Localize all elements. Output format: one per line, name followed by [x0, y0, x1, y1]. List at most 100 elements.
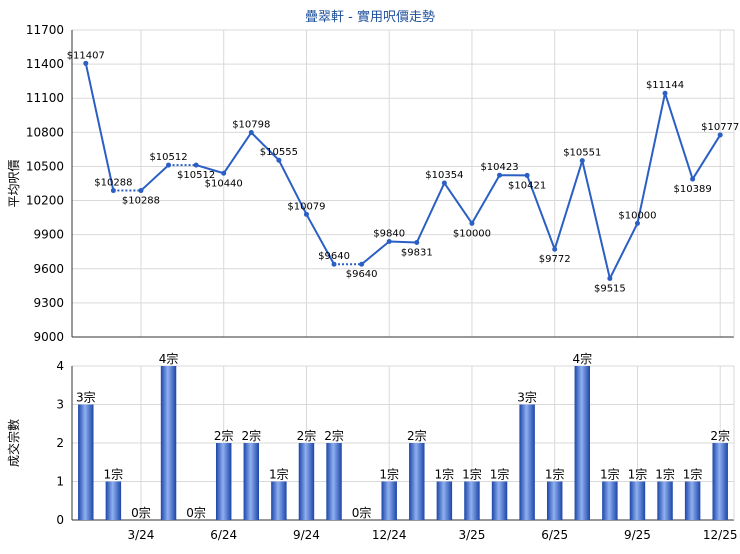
count-data-label: 2宗	[241, 428, 261, 443]
count-data-label: 1宗	[655, 467, 675, 482]
price-point	[552, 247, 557, 252]
price-line-segment	[417, 183, 445, 242]
price-point	[469, 221, 474, 226]
price-data-label: $10512	[149, 152, 187, 163]
price-point	[332, 262, 337, 267]
count-data-label: 2宗	[297, 428, 317, 443]
price-data-label: $10079	[287, 201, 325, 212]
price-line-segment	[141, 165, 169, 190]
count-data-label: 0宗	[186, 505, 206, 520]
price-data-label: $11144	[646, 80, 684, 91]
price-point	[580, 158, 585, 163]
price-point	[194, 163, 199, 168]
price-data-label: $10555	[260, 147, 298, 158]
count-bar	[657, 482, 672, 521]
price-y-tick-label: 11400	[26, 57, 64, 71]
price-data-label: $10354	[425, 170, 463, 181]
price-y-tick-label: 11700	[26, 23, 64, 37]
price-point	[249, 130, 254, 135]
x-tick-label: 3/24	[127, 528, 154, 542]
price-y-tick-label: 9300	[33, 296, 64, 310]
price-y-axis-label: 平均呎價	[7, 159, 21, 207]
count-bar	[216, 443, 231, 520]
count-data-label: 1宗	[269, 467, 289, 482]
count-data-label: 1宗	[628, 467, 648, 482]
count-bar	[106, 482, 121, 521]
count-data-label: 0宗	[352, 505, 372, 520]
count-bar	[547, 482, 562, 521]
price-line-segment	[472, 175, 500, 223]
price-point	[138, 188, 143, 193]
price-y-tick-label: 9600	[33, 262, 64, 276]
price-data-label: $9515	[594, 283, 626, 294]
count-data-label: 3宗	[76, 390, 96, 405]
price-data-label: $10389	[674, 184, 712, 195]
count-data-label: 1宗	[379, 467, 399, 482]
count-bar	[464, 482, 479, 521]
price-data-label: $10798	[232, 120, 270, 131]
count-bar	[575, 366, 590, 520]
count-bar	[437, 482, 452, 521]
price-point	[690, 177, 695, 182]
price-point	[497, 173, 502, 178]
count-data-label: 3宗	[517, 390, 537, 405]
count-y-tick-label: 3	[56, 398, 64, 412]
count-bar	[326, 443, 341, 520]
price-point	[166, 163, 171, 168]
count-bar	[244, 443, 259, 520]
price-data-label: $10440	[205, 178, 243, 189]
price-data-label: $10000	[453, 228, 491, 239]
price-point	[635, 221, 640, 226]
count-bar	[712, 443, 727, 520]
count-data-label: 2宗	[214, 428, 234, 443]
count-y-tick-label: 0	[56, 513, 64, 527]
price-data-label: $9772	[539, 254, 571, 265]
price-y-tick-label: 9000	[33, 330, 64, 344]
price-line-segment	[444, 183, 472, 223]
price-y-tick-label: 9900	[33, 228, 64, 242]
price-data-label: $9840	[373, 228, 405, 239]
price-point	[111, 188, 116, 193]
price-data-label: $10777	[701, 122, 739, 133]
price-data-label: $9640	[346, 269, 378, 280]
count-y-tick-label: 4	[56, 359, 64, 373]
price-line-segment	[555, 161, 583, 250]
x-tick-label: 6/25	[541, 528, 568, 542]
price-line-segment	[610, 223, 638, 278]
price-line-segment	[693, 135, 721, 179]
price-y-tick-label: 11100	[26, 91, 64, 105]
price-point	[718, 132, 723, 137]
price-point	[221, 171, 226, 176]
count-bar	[519, 405, 534, 521]
price-line-segment	[86, 63, 114, 190]
count-bar	[685, 482, 700, 521]
count-bar	[271, 482, 286, 521]
price-point	[414, 240, 419, 245]
count-data-label: 2宗	[407, 428, 427, 443]
price-point	[387, 239, 392, 244]
price-data-label: $10551	[563, 148, 601, 159]
count-bar	[602, 482, 617, 521]
price-data-label: $10288	[122, 196, 160, 207]
price-data-label: $10423	[480, 162, 518, 173]
count-bar	[381, 482, 396, 521]
price-line-segment	[224, 133, 252, 174]
count-data-label: 2宗	[324, 428, 344, 443]
count-data-label: 1宗	[104, 467, 124, 482]
price-y-tick-label: 10200	[26, 194, 64, 208]
count-data-label: 2宗	[710, 428, 730, 443]
price-point	[359, 262, 364, 267]
price-data-label: $9831	[401, 248, 433, 259]
count-bar	[409, 443, 424, 520]
price-data-label: $10000	[618, 210, 656, 221]
price-line-segment	[362, 241, 390, 264]
count-bar	[161, 366, 176, 520]
count-data-label: 4宗	[159, 351, 179, 366]
count-data-label: 1宗	[545, 467, 565, 482]
price-y-tick-label: 10800	[26, 125, 64, 139]
price-line-segment	[389, 241, 417, 242]
price-point	[663, 91, 668, 96]
price-line-segment	[582, 161, 610, 279]
count-bar	[492, 482, 507, 521]
